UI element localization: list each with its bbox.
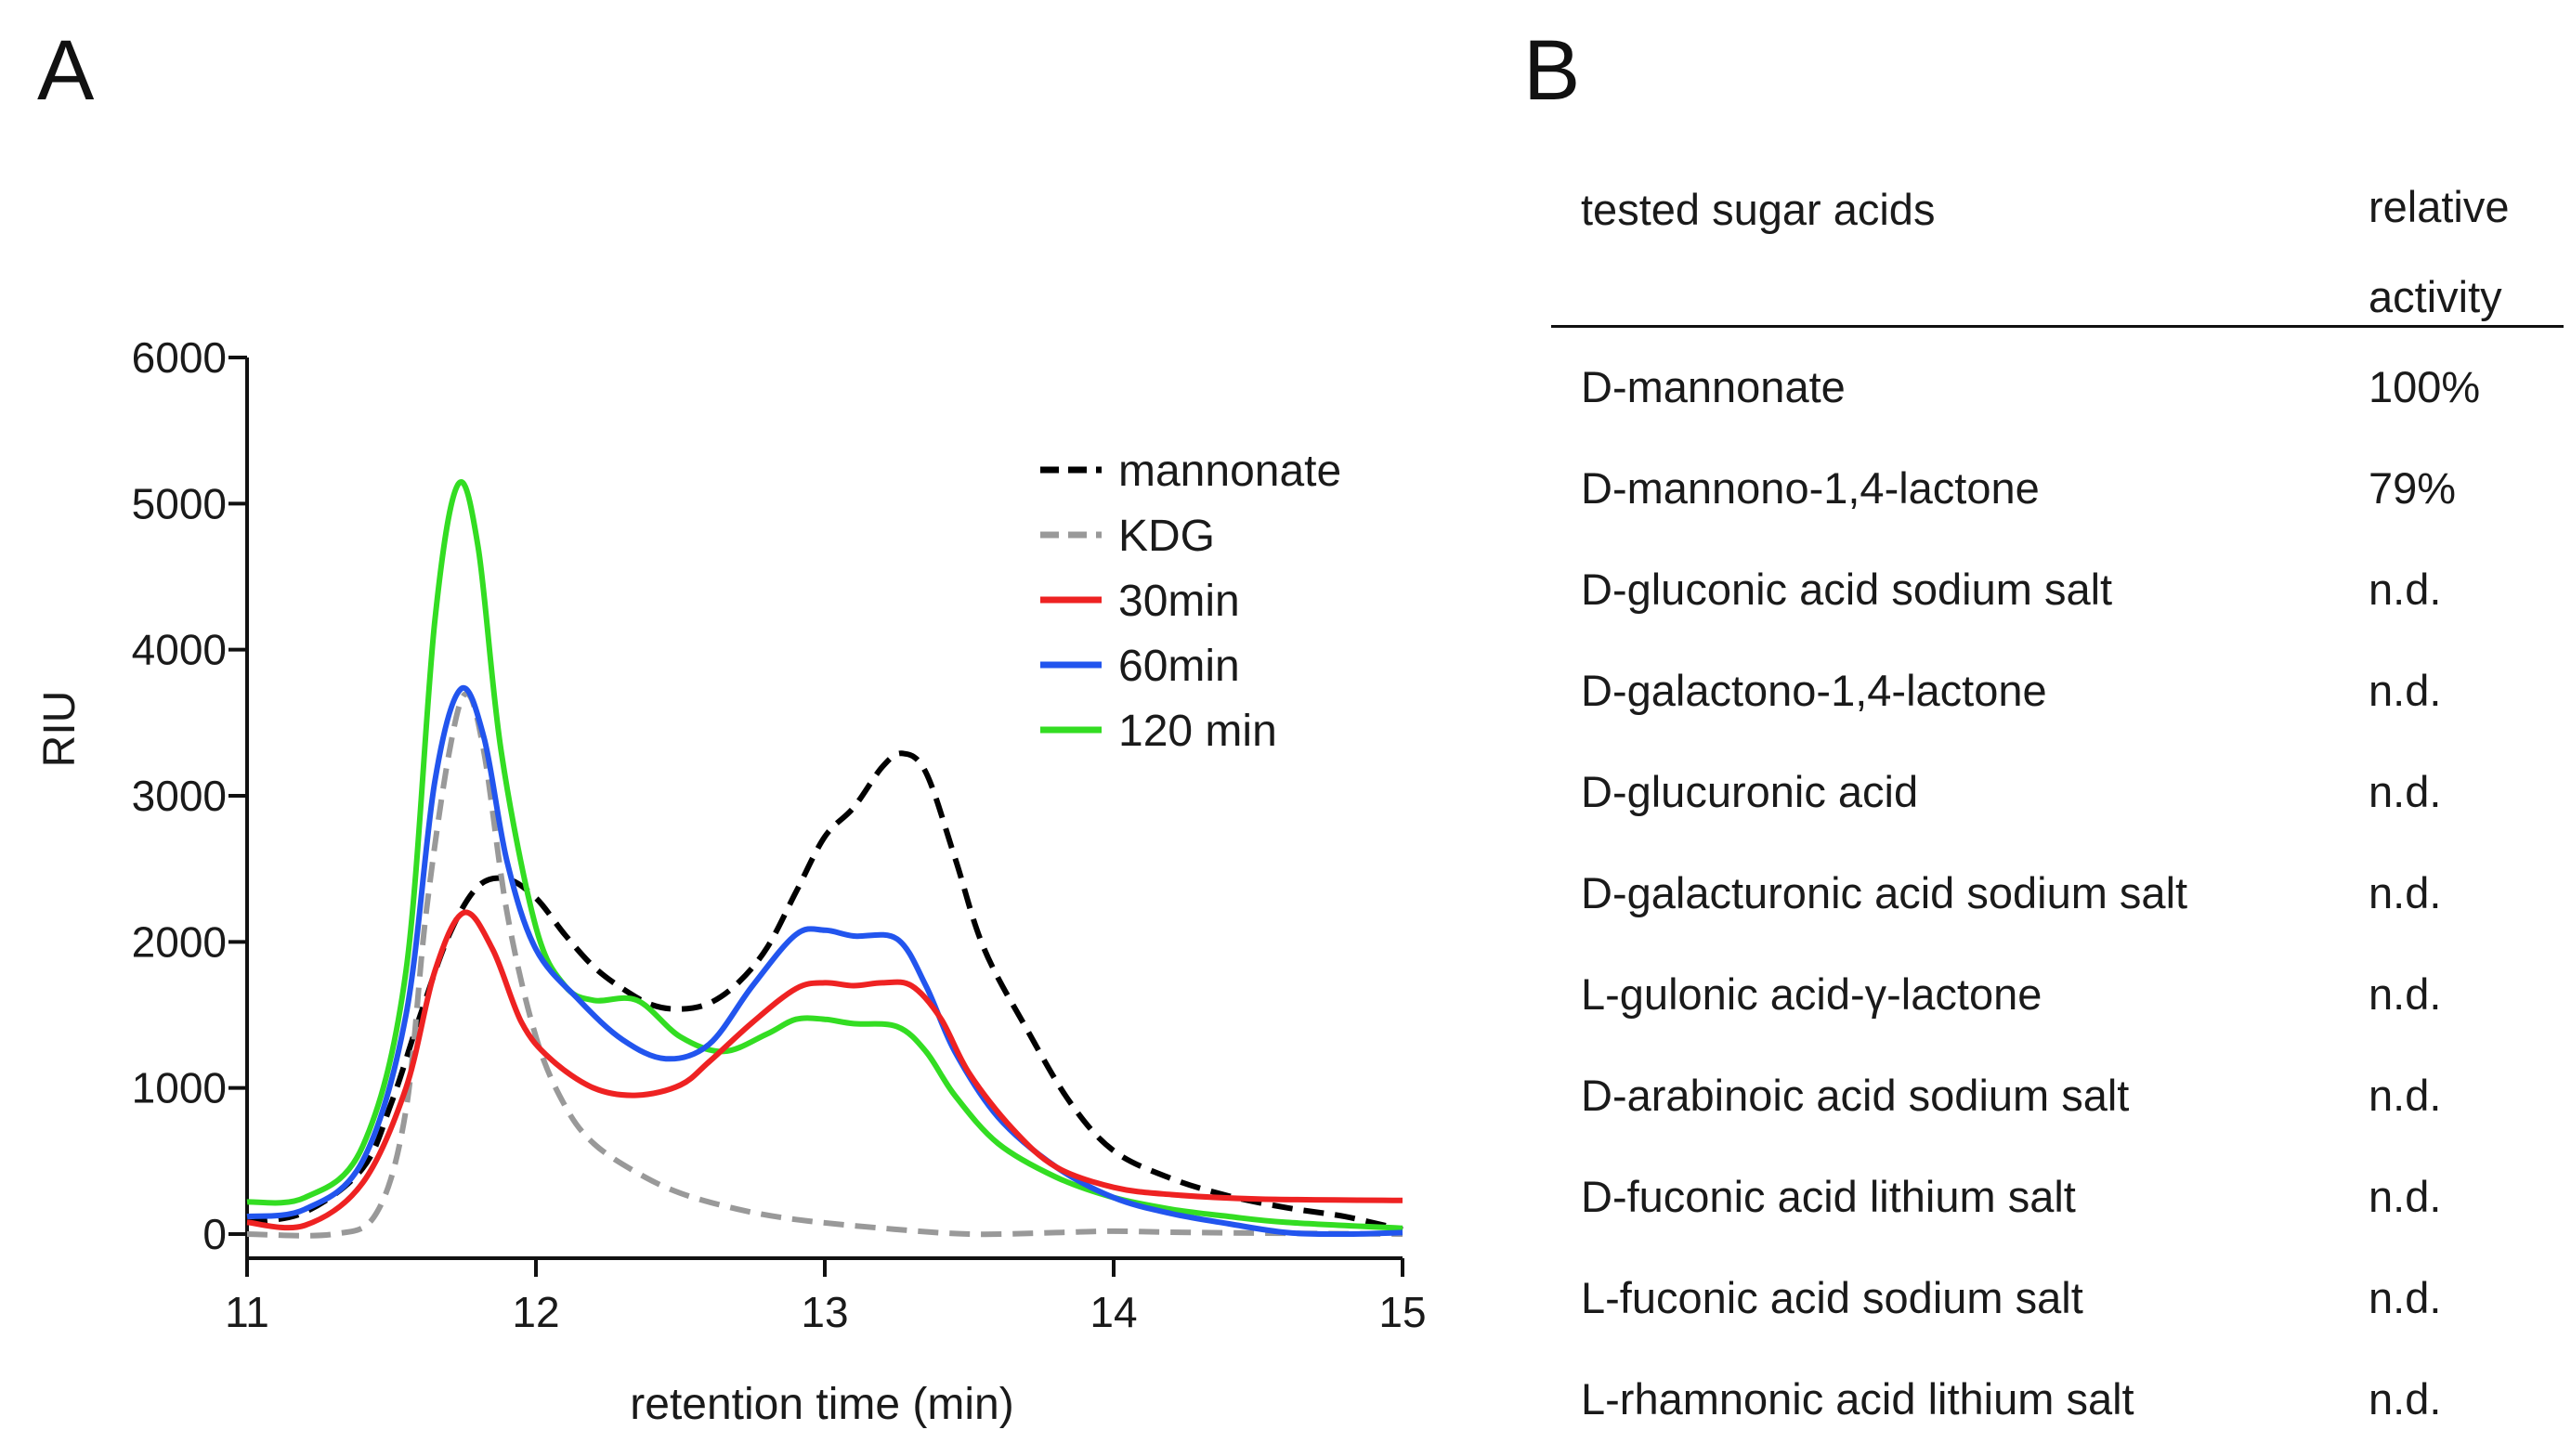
header-activity-line2: activity (2369, 272, 2502, 321)
sugar-acid-name: D-galactono-1,4-lactone (1581, 666, 2047, 715)
relative-activity-value: n.d. (2369, 1273, 2442, 1322)
relative-activity-value: n.d. (2369, 767, 2442, 816)
sugar-acid-table: tested sugar acids relative activity D-m… (1551, 176, 2564, 1441)
table-row: D-galactono-1,4-lactone n.d. (1551, 631, 2564, 733)
relative-activity-value: n.d. (2369, 565, 2442, 614)
sugar-acid-name: D-mannono-1,4-lactone (1581, 463, 2040, 513)
table-row: D-mannono-1,4-lactone 79% (1551, 429, 2564, 530)
series-line-kdg (246, 690, 1403, 1239)
relative-activity-value: n.d. (2369, 1374, 2442, 1424)
chart-series (246, 479, 1403, 1239)
legend-label: KDG (1118, 512, 1215, 561)
header-relative-activity: relative activity (2369, 162, 2510, 342)
legend-label: 30min (1118, 577, 1240, 626)
sugar-acid-name: L-rhamnonic acid lithium salt (1581, 1374, 2134, 1424)
table-row: D-fuconic acid lithium salt n.d. (1551, 1138, 2564, 1239)
chart-legend: mannonate KDG 30min 60min 120 min (1040, 447, 1341, 756)
sugar-acid-name: D-glucuronic acid (1581, 767, 1919, 816)
panel-a-label: A (37, 23, 95, 118)
table-row: L-rhamnonic acid lithium salt n.d. (1551, 1340, 2564, 1441)
sugar-acid-name: D-arabinoic acid sodium salt (1581, 1071, 2130, 1120)
x-tick-label: 14 (1090, 1288, 1137, 1336)
y-tick-label: 5000 (132, 479, 227, 527)
x-tick-label: 15 (1378, 1288, 1426, 1336)
series-line-60min (246, 684, 1403, 1238)
table-row: D-arabinoic acid sodium salt n.d. (1551, 1036, 2564, 1138)
sugar-acid-name: D-mannonate (1581, 362, 1846, 411)
y-tick-label: 1000 (132, 1064, 227, 1112)
legend-label: 120 min (1118, 707, 1277, 756)
x-tick-label: 12 (512, 1288, 559, 1336)
relative-activity-value: n.d. (2369, 1071, 2442, 1120)
y-tick-label: 4000 (132, 626, 227, 674)
y-axis-label: RIU (35, 691, 85, 768)
panel-b-label: B (1523, 23, 1581, 118)
relative-activity-value: 79% (2369, 463, 2457, 513)
chromatogram-chart: 0 1000 2000 3000 4000 5000 6000 11 12 13 14 15 mann… (35, 333, 1427, 1429)
sugar-acid-name: L-fuconic acid sodium salt (1581, 1273, 2083, 1322)
y-tick-label: 2000 (132, 917, 227, 966)
relative-activity-value: 100% (2369, 362, 2481, 411)
chart-ticks: 0 1000 2000 3000 4000 5000 6000 11 12 13 14 15 (132, 333, 1427, 1336)
relative-activity-value: n.d. (2369, 1172, 2442, 1221)
header-activity-line1: relative (2369, 182, 2510, 231)
table-body: D-mannonate 100% D-mannono-1,4-lactone 79% D… (1551, 328, 2564, 1441)
x-tick-label: 11 (225, 1288, 269, 1336)
x-tick-label: 13 (801, 1288, 848, 1336)
legend-label: mannonate (1118, 447, 1341, 496)
y-tick-label: 3000 (132, 772, 227, 820)
table-row: D-galacturonic acid sodium salt n.d. (1551, 834, 2564, 935)
table-header: tested sugar acids relative activity (1551, 176, 2564, 328)
relative-activity-value: n.d. (2369, 666, 2442, 715)
relative-activity-value: n.d. (2369, 969, 2442, 1019)
header-tested-sugar-acids: tested sugar acids (1581, 185, 1936, 234)
y-tick-label: 0 (202, 1210, 227, 1258)
relative-activity-value: n.d. (2369, 868, 2442, 917)
sugar-acid-name: D-gluconic acid sodium salt (1581, 565, 2113, 614)
series-line-120-min (246, 479, 1403, 1231)
sugar-acid-name: L-gulonic acid-γ-lactone (1581, 969, 2042, 1019)
y-tick-label: 6000 (132, 333, 227, 382)
series-line-30min (246, 909, 1403, 1231)
table-row: D-gluconic acid sodium salt n.d. (1551, 530, 2564, 631)
table-row: D-glucuronic acid n.d. (1551, 733, 2564, 834)
table-row: L-fuconic acid sodium salt n.d. (1551, 1239, 2564, 1340)
table-row: L-gulonic acid-γ-lactone n.d. (1551, 935, 2564, 1036)
sugar-acid-name: D-fuconic acid lithium salt (1581, 1172, 2076, 1221)
legend-label: 60min (1118, 642, 1240, 691)
sugar-acid-name: D-galacturonic acid sodium salt (1581, 868, 2188, 917)
x-axis-label: retention time (min) (630, 1380, 1013, 1429)
table-row: D-mannonate 100% (1551, 328, 2564, 429)
